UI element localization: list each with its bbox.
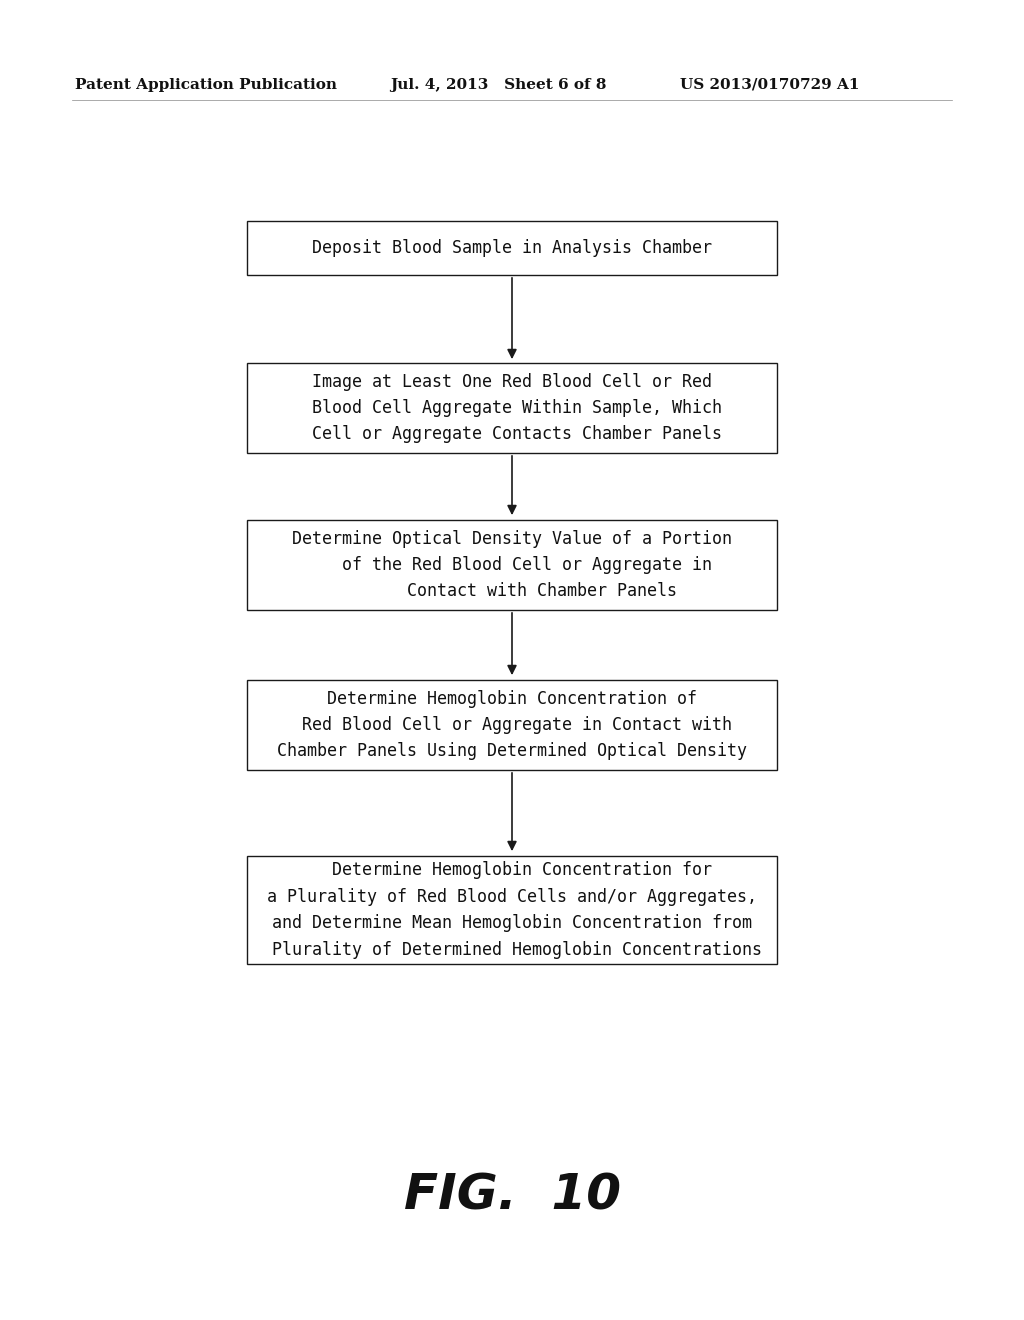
- Bar: [247, 855, 777, 964]
- Text: Jul. 4, 2013   Sheet 6 of 8: Jul. 4, 2013 Sheet 6 of 8: [390, 78, 606, 92]
- Text: FIG.  10: FIG. 10: [403, 1171, 621, 1218]
- Bar: [247, 680, 777, 770]
- Bar: [247, 220, 777, 275]
- Text: Image at Least One Red Blood Cell or Red
 Blood Cell Aggregate Within Sample, Wh: Image at Least One Red Blood Cell or Red…: [302, 372, 722, 444]
- Text: US 2013/0170729 A1: US 2013/0170729 A1: [680, 78, 859, 92]
- Text: Determine Hemoglobin Concentration for
a Plurality of Red Blood Cells and/or Agg: Determine Hemoglobin Concentration for a…: [262, 862, 762, 958]
- Text: Patent Application Publication: Patent Application Publication: [75, 78, 337, 92]
- Text: Determine Hemoglobin Concentration of
 Red Blood Cell or Aggregate in Contact wi: Determine Hemoglobin Concentration of Re…: [278, 689, 746, 760]
- Text: Deposit Blood Sample in Analysis Chamber: Deposit Blood Sample in Analysis Chamber: [312, 239, 712, 257]
- Text: Determine Optical Density Value of a Portion
   of the Red Blood Cell or Aggrega: Determine Optical Density Value of a Por…: [292, 529, 732, 601]
- Bar: [247, 520, 777, 610]
- Bar: [247, 363, 777, 453]
